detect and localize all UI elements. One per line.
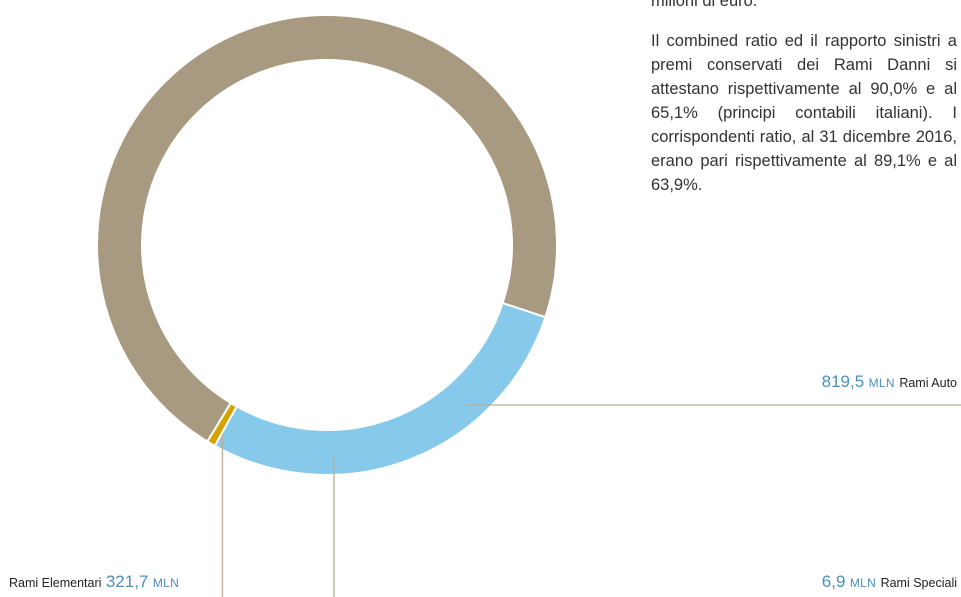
combined-ratio-paragraph: Il combined ratio ed il rapporto sinistr… <box>651 32 957 194</box>
value-rami-elementari: 321,7 <box>105 572 149 591</box>
name-rami-elementari: Rami Elementari <box>9 576 102 590</box>
leader-lines <box>221 404 961 597</box>
value-rami-auto: 819,5 <box>821 372 865 391</box>
name-rami-speciali: Rami Speciali <box>880 576 957 590</box>
donut-slices <box>96 14 558 476</box>
donut-slice-rami-elementari <box>213 301 547 476</box>
unit-rami-elementari: MLN <box>152 576 180 590</box>
value-rami-speciali: 6,9 <box>821 572 846 591</box>
name-rami-auto: Rami Auto <box>899 376 957 390</box>
label-rami-speciali: 6,9 MLN Rami Speciali <box>822 572 957 592</box>
label-rami-auto: 819,5 MLN Rami Auto <box>822 372 957 392</box>
label-rami-elementari: Rami Elementari 321,7 MLN <box>9 572 179 592</box>
unit-rami-speciali: MLN <box>849 576 877 590</box>
unit-rami-auto: MLN <box>868 376 895 390</box>
donut-slice-rami-auto <box>96 14 558 443</box>
intro-text-fragment: milioni di euro. <box>651 0 758 10</box>
